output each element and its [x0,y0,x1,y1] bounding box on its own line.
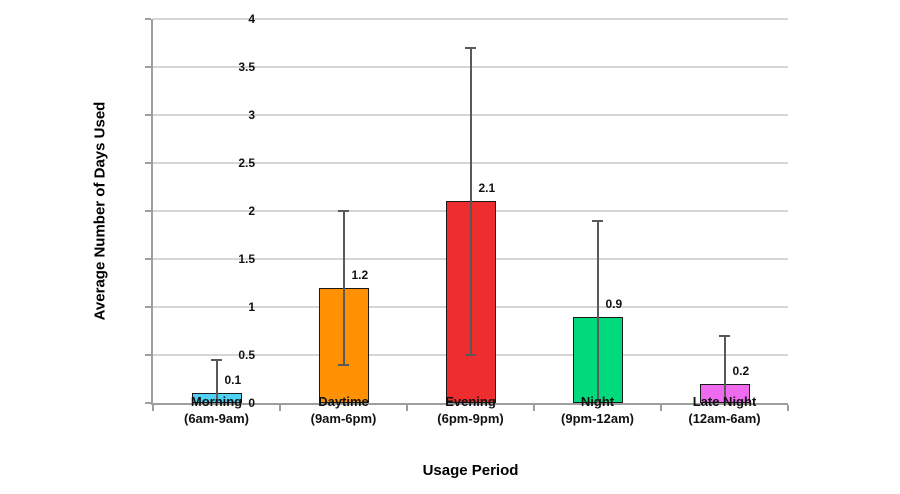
x-axis-tick [152,405,154,411]
y-axis-tick [145,258,151,260]
error-bar [215,359,218,403]
error-bar-cap-top [211,358,222,361]
error-bar-cap-bottom [338,363,349,366]
bar-value-label: 0.9 [605,296,623,311]
x-category-label: Late Night (12am-6am) [661,393,788,427]
category-range: (6am-9am) [183,411,250,426]
x-axis-tick [660,405,662,411]
y-tick-label: 1.5 [238,252,255,266]
x-category-label: Night (9pm-12am) [534,393,661,427]
x-axis-title: Usage Period [422,462,519,479]
bar-value-label: 0.1 [224,373,242,388]
x-axis-tick [787,405,789,411]
error-bar-cap-top [719,334,730,337]
y-axis-tick [145,306,151,308]
y-tick-label: 0 [248,396,255,410]
y-axis-tick [145,114,151,116]
y-axis-tick [145,354,151,356]
y-tick-label: 3 [248,108,255,122]
y-axis-tick [145,402,151,404]
error-bar [596,220,599,403]
error-bar-cap-bottom [465,354,476,356]
y-axis-tick [145,210,151,212]
x-axis-tick [533,405,535,411]
y-axis-tick [145,162,151,164]
y-tick-label: 4 [248,12,255,26]
y-tick-label: 0.5 [238,348,255,362]
category-range: (6pm-9pm) [437,411,504,426]
bar-value-label: 0.2 [732,363,750,378]
y-axis-title: Average Number of Days Used [91,101,109,321]
error-bar-cap-top [338,210,349,212]
category-range: (12am-6am) [688,411,761,426]
plot-area: 0.1 1.2 2.1 0.9 0.2 [145,18,789,411]
error-bar [342,211,345,365]
error-bar [723,335,726,403]
x-category-label: Evening (6pm-9pm) [407,393,534,427]
gridline [153,18,788,20]
y-axis-tick [145,18,151,20]
x-category-label: Daytime (9am-6pm) [280,393,407,427]
category-range: (9pm-12am) [561,411,634,426]
y-tick-label: 3.5 [238,60,255,74]
y-axis-line [151,19,153,403]
category-name: Morning [190,394,243,409]
category-name: Late Night [692,394,757,409]
bar-value-label: 2.1 [478,181,496,196]
x-axis-tick [279,405,281,411]
error-bar-cap-top [592,219,603,222]
error-bar-cap-top [465,46,476,49]
bar-value-label: 1.2 [351,267,369,282]
y-tick-label: 1 [248,300,255,314]
y-tick-label: 2.5 [238,156,255,170]
x-axis-line [151,403,788,405]
category-name: Night [580,394,615,409]
x-category-label: Morning (6am-9am) [153,393,280,427]
category-range: (9am-6pm) [310,411,377,426]
y-tick-label: 2 [248,204,255,218]
x-axis-tick [406,405,408,411]
error-bar [469,47,472,355]
category-name: Daytime [318,394,369,409]
y-axis-tick [145,66,151,68]
category-name: Evening [445,394,496,409]
